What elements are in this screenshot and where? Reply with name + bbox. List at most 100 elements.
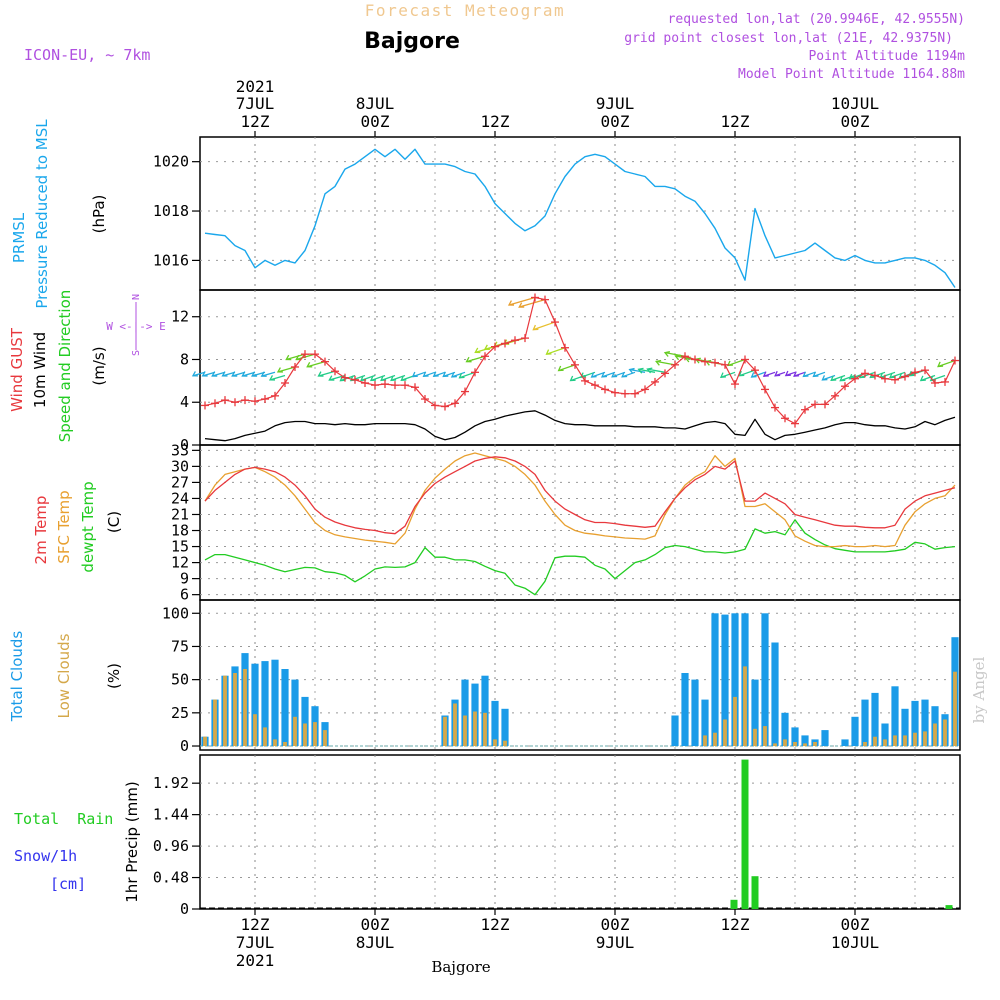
model-point-altitude: Model Point Altitude 1164.88m [738,67,965,82]
wind-arrow-head [518,302,525,308]
wind-ytick-label: 4 [180,393,189,411]
low-cloud-bar [483,712,487,746]
total-cloud-bar [251,663,259,746]
wind-arrow-head [830,375,837,382]
wind-arrow-head [628,367,635,374]
low-cloud-bar [773,743,777,747]
precip-series [200,759,960,909]
wind-arrow [647,368,666,373]
wind-arrow-head [719,372,727,378]
total-cloud-bar [911,700,919,746]
total-cloud-bar [871,692,879,746]
wind-arrow-head [839,375,846,382]
grid-lines [254,137,916,909]
low-cloud-bar [313,722,317,746]
time-label-top: 2021 [236,77,275,96]
wind-arrow-head [231,371,238,377]
low-cloud-bar [763,726,767,746]
wind-unit: (m/s) [90,346,108,385]
wind-arrow-head [646,367,653,374]
wind-arrow [889,371,906,379]
wind-arrow [269,374,286,381]
wind-arrow [212,371,226,377]
cloud-ytick-label: 100 [162,604,189,622]
wind-panel [199,289,961,446]
wind-arrow-head [507,300,515,306]
precip-bar [945,905,953,909]
total-cloud-bar [701,699,709,747]
wind-arrow-head [637,367,644,374]
temp-label-group: 2m Temp SFC Temp dewpt Temp (C) [32,481,123,572]
total-cloud-bar [921,699,929,747]
total-cloud-bar [671,715,679,746]
low-cloud-bar [803,743,807,747]
wind-arrow-head [738,370,745,377]
y-axis-ticks: 1016101810200481269121518212427303302550… [153,153,960,918]
watermark: by Angel [970,656,988,723]
wind-arrow-head [285,354,292,361]
temp-ytick-label: 9 [180,570,189,588]
location-name: Bajgore [364,29,460,54]
time-label-bottom: 12Z [481,915,510,934]
wind-arrow-head [191,371,198,377]
temp-ytick-label: 15 [171,538,189,556]
wind-arrow [307,360,326,368]
time-label-bottom: 8JUL [356,933,395,952]
wind-arrow-head [465,356,472,363]
wind-arrow-head [908,370,915,377]
total-cloud-bar [461,679,469,746]
wind-arrow-head [390,375,397,382]
low-cloud-bar [703,735,707,746]
low-cloud-bar [713,732,717,746]
t2m-line [204,456,956,535]
total-cloud-bar [901,708,909,746]
wind-arrow-head [411,371,418,378]
total-cloud-bar [751,679,759,746]
point-altitude: Point Altitude 1194m [808,49,965,64]
total-cloud-bar [841,739,849,746]
wind-arrow-head [221,371,228,377]
total-rain-label: Total Rain [14,810,113,828]
wind-arrow-head [793,371,800,377]
low-cloud-bar [793,742,797,746]
wind-arrow-head [306,362,313,368]
wind-arrow-head [774,370,781,377]
low-cloud-bar [443,716,447,746]
wind-arrow-head [328,375,335,381]
time-label-bottom: 00Z [841,915,870,934]
time-label-bottom: 12Z [721,915,750,934]
total-cloud-bar [301,696,309,746]
total-cloud-bar [821,730,829,746]
temp-ytick-label: 18 [171,522,189,540]
precip-label-group: Total Rain Snow/1h [cm] 1hr Precip (mm) [14,781,141,902]
total-cloud-bar [731,613,739,746]
low-cloud-bar [813,742,817,746]
time-label-top: 00Z [361,112,390,131]
time-label-top: 9JUL [596,94,635,113]
precip-ytick-label: 0.96 [153,837,189,855]
wind-arrow-head [600,372,608,378]
wind-arrow [727,358,746,367]
wind-arrow-head [663,351,671,357]
pressure-line [204,148,956,288]
sfc-temp-line [204,452,956,548]
precip-bar [730,899,738,909]
precip-ytick-label: 1.44 [153,806,189,824]
wind-arrow [533,321,556,331]
wind-arrow-head [655,359,662,366]
temp-ytick-label: 21 [171,505,189,523]
compass-south: S [131,350,142,356]
time-label-bottom: 9JUL [596,933,635,952]
wind-arrow [880,371,896,379]
low-cloud-bar [233,673,237,746]
total-cloud-bar [281,669,289,746]
cloud-unit: (%) [105,663,123,689]
cloud-series [200,613,960,747]
temp-ytick-label: 33 [171,441,189,459]
wind-arrow-head [611,371,618,378]
grid-point-coords: grid point closest lon,lat (21E, 42.9375… [624,31,953,46]
total-cloud-bar [261,661,269,747]
wind-arrow [508,296,536,306]
chart-title: Forecast Meteogram [365,1,565,20]
temp-ytick-label: 12 [171,554,189,572]
